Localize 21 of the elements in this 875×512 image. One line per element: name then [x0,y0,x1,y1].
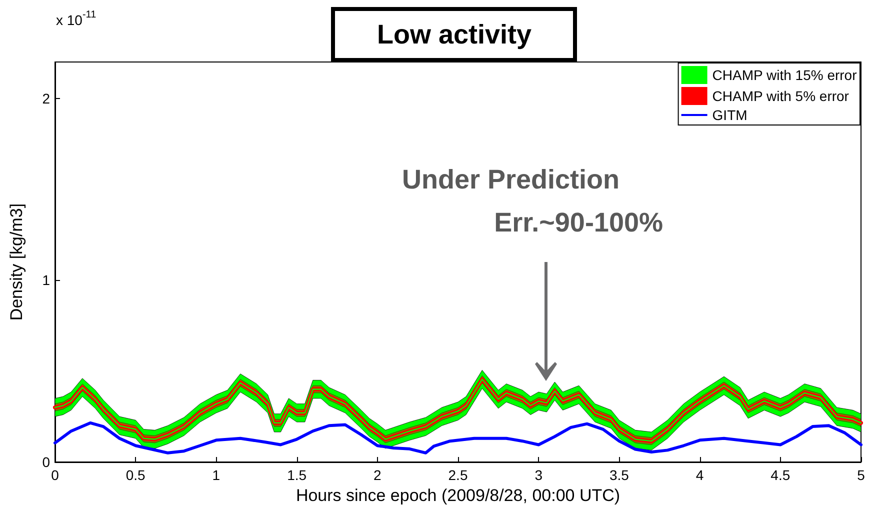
x-tick-label: 1.5 [287,467,307,483]
y-tick-label: 2 [42,90,50,106]
x-tick-label: 4.5 [770,467,790,483]
y-axis-title: Density [kg/m3] [7,203,26,321]
x-tick-label: 2 [374,467,382,483]
x-axis-title: Hours since epoch (2009/8/28, 00:00 UTC) [296,486,620,505]
x-tick-label: 1 [212,467,220,483]
legend-label: GITM [712,107,748,123]
annotation: Err.~90-100% [494,208,663,238]
chart-title: Low activity [377,20,532,50]
legend-label: CHAMP with 5% error [712,88,850,104]
x-tick-label: 3 [534,467,543,483]
x-tick-label: 0.5 [126,467,146,483]
annotation: Under Prediction [402,164,620,194]
x-tick-label: 5 [857,467,866,483]
y-tick-label: 1 [42,272,50,288]
x-tick-label: 4 [696,467,704,483]
y-tick-label: 0 [42,454,50,470]
legend-label: CHAMP with 15% error [712,67,858,83]
x-tick-label: 2.5 [448,467,468,483]
x-tick-label: 3.5 [609,467,630,483]
